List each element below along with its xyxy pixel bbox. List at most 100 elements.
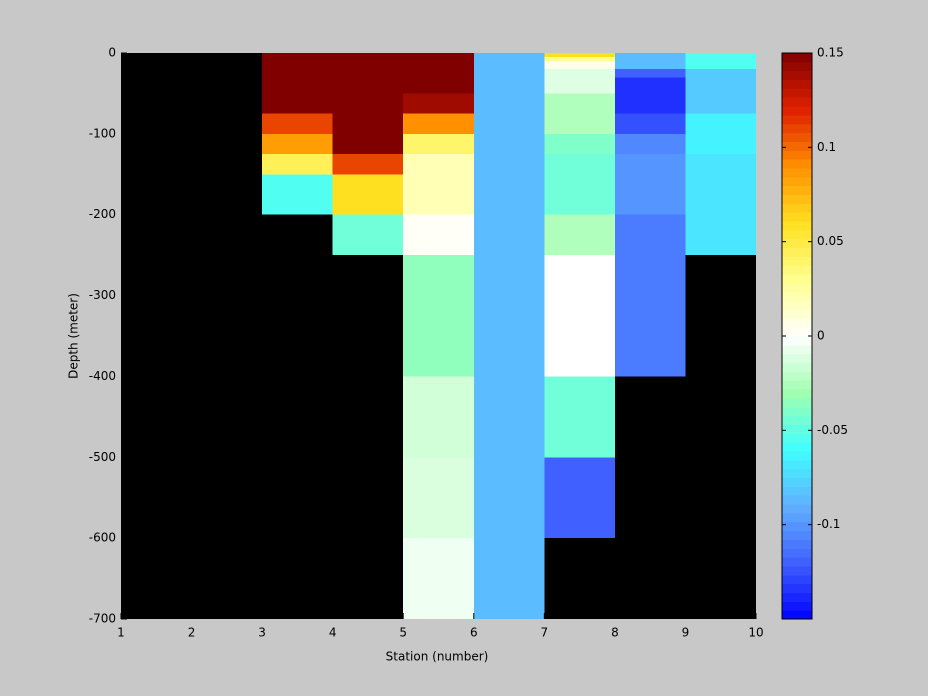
heatmap-cell bbox=[262, 77, 333, 94]
colorbar-swatch bbox=[782, 459, 812, 470]
heatmap-cell bbox=[544, 61, 615, 70]
heatmap-cell bbox=[544, 113, 615, 134]
colorbar-swatch bbox=[782, 106, 812, 116]
colorbar-swatch bbox=[782, 229, 812, 240]
colorbar-swatch bbox=[782, 539, 812, 549]
y-tick-label: -500 bbox=[89, 450, 116, 464]
colorbar-swatch bbox=[782, 88, 812, 98]
colorbar-swatch bbox=[782, 79, 812, 89]
heatmap-cell bbox=[332, 57, 404, 62]
heatmap-cell bbox=[332, 214, 404, 256]
heatmap-cell bbox=[685, 133, 756, 155]
x-tick-label: 8 bbox=[611, 626, 619, 640]
heatmap-cell bbox=[614, 133, 686, 155]
heatmap-cell bbox=[332, 154, 404, 175]
colorbar-swatch bbox=[782, 406, 812, 417]
colorbar-swatch bbox=[782, 247, 812, 257]
colorbar-swatch bbox=[782, 530, 812, 540]
heatmap-cell bbox=[403, 53, 474, 58]
heatmap-cell bbox=[685, 214, 756, 256]
heatmap-cell bbox=[262, 154, 333, 175]
x-tick-label: 10 bbox=[748, 626, 763, 640]
heatmap-cell bbox=[403, 61, 474, 70]
heatmap-cell bbox=[544, 376, 615, 458]
heatmap-cell bbox=[332, 53, 404, 58]
colorbar-swatch bbox=[782, 185, 812, 195]
y-tick-label: -700 bbox=[89, 612, 116, 626]
colorbar-swatch bbox=[782, 557, 812, 567]
colorbar-swatch bbox=[782, 592, 812, 602]
colorbar-swatch bbox=[782, 565, 812, 576]
colorbar-swatch bbox=[782, 282, 812, 293]
heatmap-cell bbox=[544, 133, 615, 155]
heatmap-cell bbox=[544, 214, 615, 256]
heatmap-cell bbox=[473, 57, 545, 62]
x-tick-label: 3 bbox=[258, 626, 266, 640]
heatmap-cell bbox=[262, 61, 333, 70]
heatmap-cell bbox=[332, 174, 404, 215]
y-tick-label: -600 bbox=[89, 531, 116, 545]
colorbar-swatch bbox=[782, 176, 812, 187]
heatmap-cell bbox=[473, 376, 545, 458]
heatmap-cell bbox=[332, 61, 404, 70]
heatmap-cell bbox=[473, 69, 545, 78]
heatmap-cell bbox=[685, 174, 756, 215]
heatmap-cell bbox=[544, 57, 615, 62]
y-tick-label: -200 bbox=[89, 207, 116, 221]
heatmap-cell bbox=[403, 376, 474, 458]
heatmap-cell bbox=[685, 113, 756, 134]
colorbar-swatch bbox=[782, 309, 812, 319]
heatmap-cell bbox=[403, 538, 474, 619]
colorbar-swatch bbox=[782, 194, 812, 204]
colorbar-swatch bbox=[782, 238, 812, 249]
heatmap-cell bbox=[544, 69, 615, 78]
x-tick-label: 5 bbox=[399, 626, 407, 640]
colorbar-swatch bbox=[782, 389, 812, 399]
colorbar-swatch bbox=[782, 583, 812, 593]
heatmap-cell bbox=[403, 174, 474, 215]
heatmap-cell bbox=[614, 77, 686, 94]
colorbar-swatch bbox=[782, 265, 812, 275]
heatmap-cell bbox=[473, 295, 545, 377]
colorbar-swatch bbox=[782, 53, 812, 63]
heatmap-cell bbox=[685, 154, 756, 175]
heatmap-cell bbox=[473, 538, 545, 619]
colorbar-swatch bbox=[782, 114, 812, 125]
heatmap-cell bbox=[332, 93, 404, 114]
colorbar-swatch bbox=[782, 167, 812, 178]
heatmap-cell bbox=[403, 69, 474, 78]
y-tick-label: 0 bbox=[108, 46, 116, 60]
colorbar-swatch bbox=[782, 274, 812, 284]
colorbar-swatch bbox=[782, 450, 812, 461]
heatmap-cell bbox=[614, 53, 686, 58]
colorbar-swatch bbox=[782, 512, 812, 523]
colorbar-swatch bbox=[782, 380, 812, 390]
heatmap-cell bbox=[332, 133, 404, 155]
heatmap-cell bbox=[544, 53, 615, 58]
heatmap-cell bbox=[403, 214, 474, 256]
heatmap-cell bbox=[332, 113, 404, 134]
colorbar-swatch bbox=[782, 132, 812, 142]
heatmap-cell bbox=[473, 93, 545, 114]
heatmap-cell bbox=[544, 93, 615, 114]
x-tick-label: 2 bbox=[188, 626, 196, 640]
heatmap-cell bbox=[614, 113, 686, 134]
heatmap-cell bbox=[614, 174, 686, 215]
heatmap-cell bbox=[262, 57, 333, 62]
heatmap-cell bbox=[403, 154, 474, 175]
x-tick-label: 9 bbox=[682, 626, 690, 640]
heatmap-cell bbox=[403, 77, 474, 94]
colorbar-swatch bbox=[782, 397, 812, 408]
colorbar-swatch bbox=[782, 610, 812, 620]
heatmap-cell bbox=[473, 77, 545, 94]
heatmap-cell bbox=[685, 93, 756, 114]
colorbar-swatch bbox=[782, 159, 812, 169]
colorbar-swatch bbox=[782, 344, 812, 355]
heatmap-cell bbox=[403, 133, 474, 155]
colorbar-swatch bbox=[782, 495, 812, 505]
colorbar-tick-label: 0.1 bbox=[817, 140, 836, 154]
heatmap-cell bbox=[332, 69, 404, 78]
heatmap-cell bbox=[403, 255, 474, 296]
heatmap-cell bbox=[614, 295, 686, 377]
